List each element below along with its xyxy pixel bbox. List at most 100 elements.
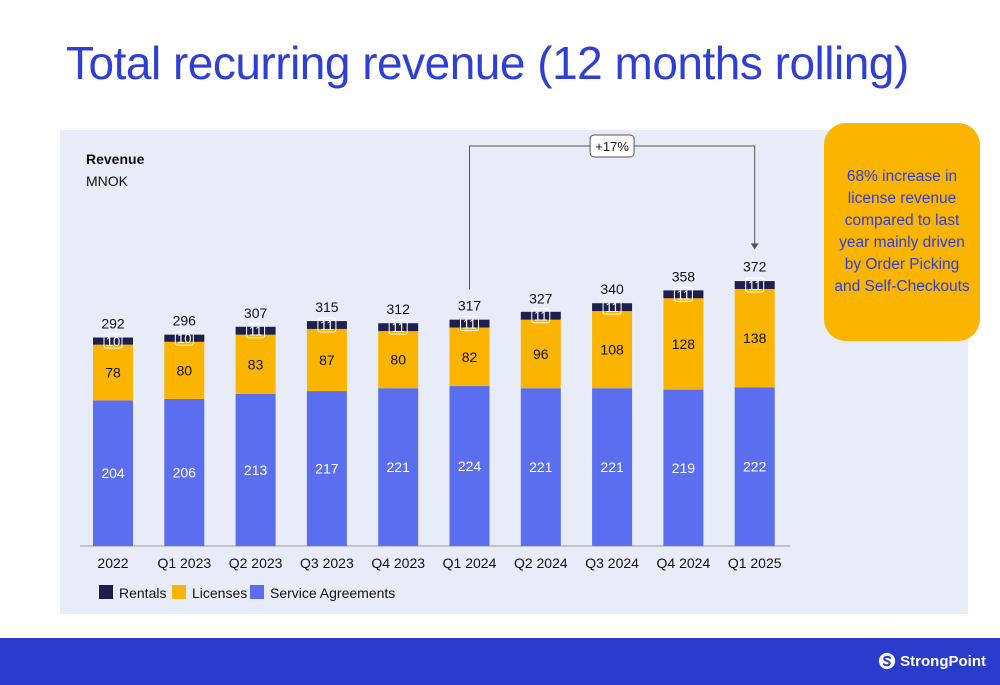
brand-logo: StrongPoint xyxy=(878,652,986,670)
annotation-arrowhead xyxy=(750,243,759,250)
chart-panel xyxy=(60,130,968,614)
data-label: 213 xyxy=(244,462,268,478)
x-tick-label: Q2 2023 xyxy=(229,555,283,571)
legend-swatch xyxy=(99,585,113,599)
data-label: 222 xyxy=(743,459,767,475)
total-label: 307 xyxy=(244,305,268,321)
total-label: 296 xyxy=(173,313,197,329)
bar-segment-rentals xyxy=(378,323,419,332)
total-label: 312 xyxy=(387,301,411,317)
bar-segment-licenses xyxy=(734,288,775,388)
data-label: 221 xyxy=(529,459,553,475)
bar-segment-service-agreements xyxy=(592,388,633,546)
x-tick-label: Q1 2025 xyxy=(728,555,782,571)
bar-segment-licenses xyxy=(378,331,419,389)
data-label: 221 xyxy=(600,459,624,475)
page-title: Total recurring revenue (12 months rolli… xyxy=(66,37,909,89)
chart-unit-sublabel: MNOK xyxy=(86,173,129,189)
data-label: 224 xyxy=(458,458,482,474)
bar-segment-rentals xyxy=(663,290,704,299)
bar-segment-licenses xyxy=(592,311,633,389)
x-tick-label: Q1 2024 xyxy=(443,555,497,571)
strongpoint-logo-icon xyxy=(879,652,896,670)
data-label: 11 xyxy=(249,324,263,339)
bar-segment-licenses xyxy=(520,319,561,389)
data-label: 83 xyxy=(248,356,264,372)
bar-segment-licenses xyxy=(663,298,704,390)
bar-segment-service-agreements xyxy=(235,393,276,546)
bar-segment-licenses xyxy=(93,344,133,401)
data-label: 87 xyxy=(319,352,335,368)
footer-bar: StrongPoint xyxy=(0,638,1000,685)
x-tick-label: Q4 2023 xyxy=(371,555,425,571)
legend-label: Rentals xyxy=(119,585,166,601)
total-label: 317 xyxy=(458,298,482,314)
growth-annotation: +17% xyxy=(469,134,759,290)
data-label: 11 xyxy=(605,300,619,315)
data-label: 11 xyxy=(463,317,477,332)
annotation-label: +17% xyxy=(595,139,629,154)
bar-segment-rentals xyxy=(306,321,347,329)
bar-segment-rentals xyxy=(164,334,205,342)
rentals-label-frame xyxy=(602,299,622,315)
total-label: 340 xyxy=(600,281,624,297)
insight-callout: 68% increase in license revenue compared… xyxy=(824,123,980,341)
bar-segment-service-agreements xyxy=(449,386,490,546)
legend-swatch xyxy=(172,585,186,599)
bar-segment-rentals xyxy=(235,326,276,335)
rentals-label-frame xyxy=(103,333,123,349)
total-label: 327 xyxy=(529,291,553,307)
callout-text: 68% increase in license revenue compared… xyxy=(834,168,970,295)
rentals-label-frame xyxy=(673,286,693,302)
x-tick-label: Q2 2024 xyxy=(514,555,568,571)
bar-segment-rentals xyxy=(93,337,133,345)
data-label: 11 xyxy=(391,320,405,335)
bar-segment-service-agreements xyxy=(306,391,347,546)
bar-segment-licenses xyxy=(164,341,205,399)
data-label: 206 xyxy=(173,464,197,480)
rentals-label-frame xyxy=(460,316,479,332)
rentals-label-frame xyxy=(388,319,408,335)
bar-segment-service-agreements xyxy=(378,388,419,546)
chart-unit-label: Revenue xyxy=(86,151,145,167)
brand-name: StrongPoint xyxy=(900,652,986,670)
chart-legend: Rentals Licenses Service Agreements xyxy=(99,585,395,601)
data-label: 128 xyxy=(672,336,696,352)
data-label: 138 xyxy=(743,330,767,346)
rentals-label-frame xyxy=(174,330,194,346)
data-label: 80 xyxy=(177,362,193,378)
bar-segment-rentals xyxy=(592,303,633,312)
legend-label: Licenses xyxy=(192,585,247,601)
bar-segment-service-agreements xyxy=(164,398,205,546)
bar-segment-service-agreements xyxy=(93,400,133,546)
bars-layer: 204 78 10 292 2022 206 80 10 296 Q1 2023 213 83 11 30… xyxy=(80,258,790,571)
total-label: 292 xyxy=(101,316,125,332)
annotation-badge xyxy=(589,134,635,158)
bar-segment-service-agreements xyxy=(734,387,775,546)
x-tick-label: Q4 2024 xyxy=(657,555,711,571)
bar-segment-service-agreements xyxy=(663,389,704,546)
total-label: 372 xyxy=(743,258,767,274)
data-label: 221 xyxy=(387,459,411,475)
data-label: 10 xyxy=(106,334,120,349)
rentals-label-frame xyxy=(745,277,765,293)
rentals-label-frame xyxy=(317,317,337,333)
data-label: 11 xyxy=(677,287,691,302)
x-tick-label: 2022 xyxy=(97,555,128,571)
legend-swatch xyxy=(250,585,264,599)
data-label: 11 xyxy=(748,278,762,293)
data-label: 80 xyxy=(390,352,406,368)
x-tick-label: Q3 2023 xyxy=(300,555,354,571)
data-label: 217 xyxy=(315,461,339,477)
x-tick-label: Q1 2023 xyxy=(157,555,211,571)
bar-segment-service-agreements xyxy=(520,388,561,546)
data-label: 96 xyxy=(533,346,549,362)
rentals-label-frame xyxy=(531,308,551,324)
bar-segment-licenses xyxy=(449,327,490,387)
bar-segment-rentals xyxy=(449,319,490,328)
legend-label: Service Agreements xyxy=(270,585,395,601)
data-label: 11 xyxy=(320,318,334,333)
data-label: 108 xyxy=(600,342,624,358)
data-label: 10 xyxy=(177,331,191,346)
